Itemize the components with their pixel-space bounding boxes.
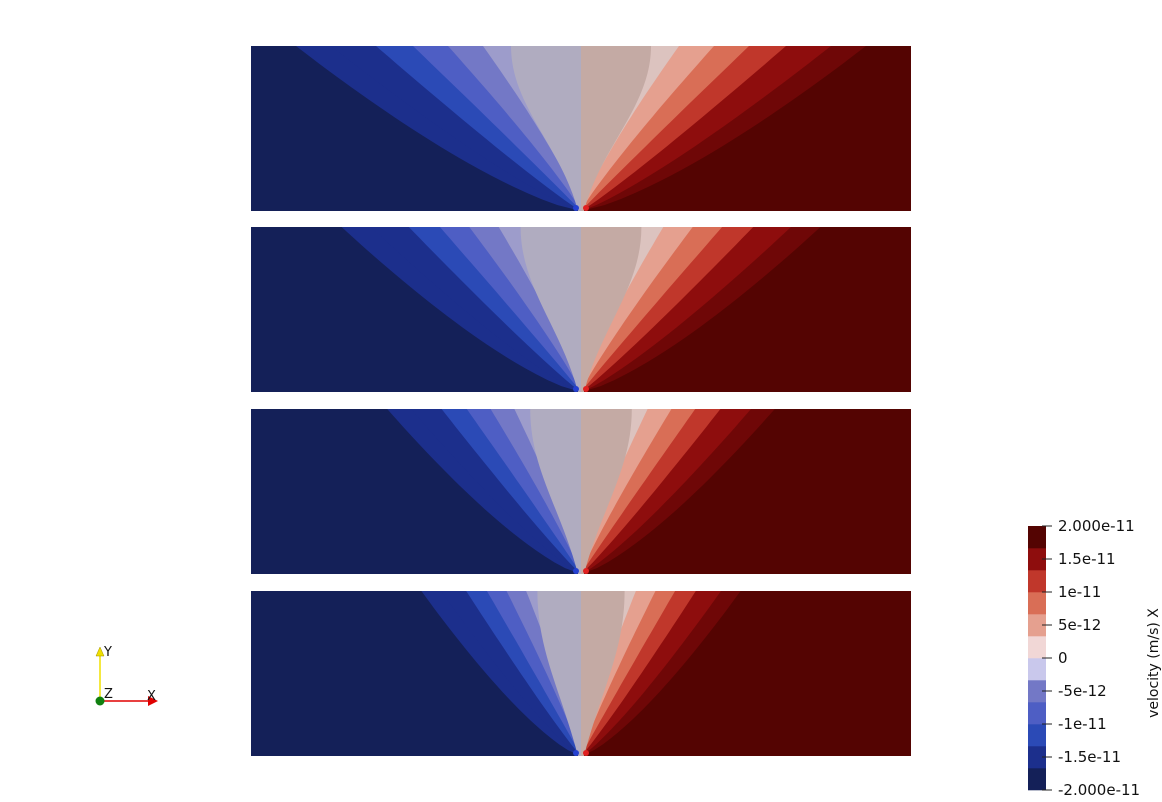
velocity-panel-2 [251,227,911,392]
singularity-negative [573,750,579,756]
singularity-negative [573,386,579,392]
legend-title: velocity (m/s) X [1146,608,1162,718]
legend-band [1028,526,1046,549]
legend-band [1028,680,1046,703]
velocity-panel-1 [251,46,911,211]
contour-band-near-zero-negative [520,227,581,392]
y-axis-label: Y [103,645,112,660]
legend-tick-label: 0 [1058,649,1068,667]
legend-band [1028,746,1046,769]
singularity-positive [583,750,589,756]
contour-band-near-zero-negative [511,46,581,211]
singularity-negative [573,568,579,574]
color-legend: 2.000e-11 1.5e-11 1e-11 5e-12 0 -5e-12 -1e-11 -… [1028,517,1162,799]
legend-band [1028,592,1046,615]
legend-tick-label: -1.5e-11 [1058,748,1121,766]
singularity-negative [573,205,579,211]
contour-band-near-zero-positive [581,46,651,211]
contour-band-near-zero-negative [530,409,581,574]
velocity-panel-3 [251,409,911,574]
singularity-positive [583,568,589,574]
legend-band [1028,636,1046,659]
contour-band-near-zero-positive [581,591,625,756]
legend-band [1028,702,1046,725]
orientation-axes: Y Z X [95,645,158,706]
legend-color-bar [1028,526,1046,791]
legend-tick-label: 1e-11 [1058,583,1101,601]
legend-band [1028,548,1046,571]
contour-band-near-zero-positive [581,227,642,392]
singularity-positive [583,205,589,211]
contour-band-near-zero-positive [581,409,632,574]
legend-band [1028,570,1046,593]
x-axis-arrow [148,696,158,706]
legend-band [1028,768,1046,791]
legend-tick-label: 1.5e-11 [1058,550,1116,568]
legend-tick-label: -2.000e-11 [1058,781,1140,799]
legend-tick-label: 2.000e-11 [1058,517,1135,535]
legend-band [1028,614,1046,637]
contour-band-near-zero-negative [537,591,581,756]
legend-band [1028,724,1046,747]
legend-tick-label: -5e-12 [1058,682,1107,700]
legend-ticks: 2.000e-11 1.5e-11 1e-11 5e-12 0 -5e-12 -1e-11 -… [1042,517,1140,799]
legend-tick-label: -1e-11 [1058,715,1107,733]
x-axis-label: X [147,689,156,704]
z-axis-marker [95,696,105,706]
legend-band [1028,658,1046,681]
legend-tick-label: 5e-12 [1058,616,1101,634]
velocity-panel-4 [251,591,911,756]
singularity-positive [583,386,589,392]
y-axis-arrow [95,646,105,657]
z-axis-label: Z [104,687,113,702]
